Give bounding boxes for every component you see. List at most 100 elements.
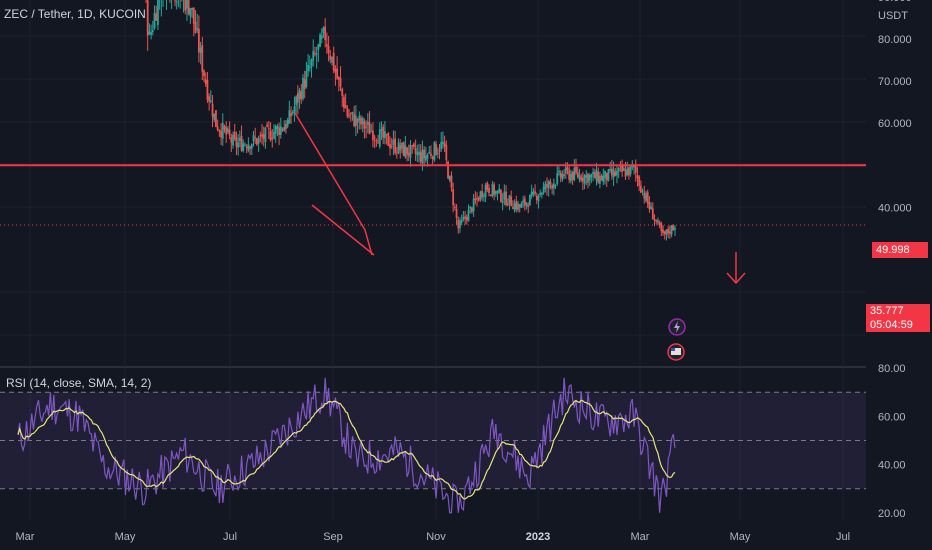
candle-body — [283, 127, 286, 132]
price-tick-label: 80.000 — [878, 34, 912, 46]
candle-body — [600, 175, 603, 181]
candle-body — [332, 52, 335, 71]
candle-body — [216, 126, 219, 131]
candle-body — [539, 192, 542, 196]
rsi-title[interactable]: RSI (14, close, SMA, 14, 2) — [6, 376, 152, 390]
candle-body — [593, 172, 596, 179]
candle-body — [595, 170, 598, 181]
candles-group — [145, 0, 676, 241]
candle-body — [534, 191, 536, 194]
candle-body — [262, 134, 265, 139]
candle-body — [552, 183, 555, 189]
time-tick-label: Sep — [323, 531, 343, 543]
candle-body — [424, 155, 427, 161]
candle-body — [157, 0, 159, 25]
candle-body — [626, 168, 629, 176]
candle-body — [320, 35, 323, 39]
candle-body — [535, 195, 538, 201]
candle-body — [266, 124, 269, 127]
time-tick-label: Mar — [631, 531, 650, 543]
candle-body — [197, 28, 200, 53]
candle-body — [464, 216, 467, 219]
candle-body — [329, 55, 332, 60]
candle-body — [370, 131, 373, 133]
candle-body — [187, 0, 190, 15]
candle-body — [319, 34, 321, 47]
candle-body — [305, 71, 308, 87]
candle-body — [303, 79, 306, 89]
candle-body — [448, 176, 451, 181]
candle-body — [486, 182, 489, 190]
candle-body — [421, 149, 424, 164]
candle-body — [406, 147, 408, 155]
candle-body — [641, 190, 644, 192]
candle-body — [636, 175, 639, 179]
candle-body — [423, 149, 426, 159]
candle-body — [518, 204, 521, 208]
time-tick-label: Nov — [426, 531, 446, 543]
candle-body — [585, 174, 588, 178]
candle-body — [366, 122, 369, 125]
candle-body — [324, 26, 327, 41]
candle-body — [375, 139, 378, 142]
candle-body — [506, 203, 509, 206]
candle-body — [435, 144, 437, 156]
symbol-title[interactable]: ZEC / Tether, 1D, KUCOIN — [4, 7, 146, 21]
candle-body — [201, 44, 204, 72]
candle-body — [532, 191, 535, 195]
candle-body — [426, 154, 429, 159]
candle-body — [575, 166, 577, 173]
candle-body — [542, 186, 545, 193]
candle-body — [269, 130, 272, 141]
candle-body — [433, 142, 436, 161]
candle-body — [356, 119, 359, 123]
candle-body — [431, 156, 434, 159]
candle-body — [525, 203, 528, 206]
candle-body — [148, 31, 151, 35]
candle-body — [223, 126, 226, 130]
candle-body — [153, 13, 156, 29]
candle-body — [250, 144, 253, 149]
candle-body — [226, 128, 229, 133]
candle-body — [196, 27, 199, 30]
candle-body — [592, 172, 594, 175]
price-tick-label: 40.000 — [878, 202, 912, 214]
candle-body — [395, 152, 398, 154]
candle-body — [286, 120, 289, 127]
candle-body — [474, 198, 477, 201]
candle-body — [609, 169, 612, 171]
candle-body — [597, 171, 600, 183]
candle-body — [660, 223, 663, 232]
candle-body — [581, 178, 584, 182]
candle-body — [476, 198, 478, 200]
candle-body — [657, 220, 659, 223]
candle-body — [612, 169, 615, 178]
candle-body — [397, 142, 400, 154]
candle-body — [327, 45, 330, 54]
candle-body — [566, 167, 569, 171]
candle-body — [267, 128, 270, 130]
wedge-upper-line — [294, 112, 373, 256]
candle-body — [290, 112, 292, 117]
candle-body — [469, 206, 472, 209]
candle-body — [308, 67, 311, 69]
candle-body — [285, 123, 287, 130]
candle-body — [389, 144, 391, 149]
candle-body — [336, 68, 339, 79]
candle-body — [558, 170, 560, 173]
candle-body — [310, 59, 313, 67]
candle-body — [314, 53, 316, 55]
candle-body — [404, 145, 407, 158]
candle-body — [523, 198, 526, 206]
candle-body — [568, 170, 571, 180]
candle-body — [276, 126, 279, 130]
candle-body — [651, 208, 654, 220]
candle-body — [503, 191, 506, 200]
candle-body — [544, 183, 547, 189]
rsi-ma-line — [17, 399, 676, 500]
candle-body — [607, 169, 610, 181]
candle-body — [631, 166, 634, 168]
candle-body — [549, 181, 552, 185]
